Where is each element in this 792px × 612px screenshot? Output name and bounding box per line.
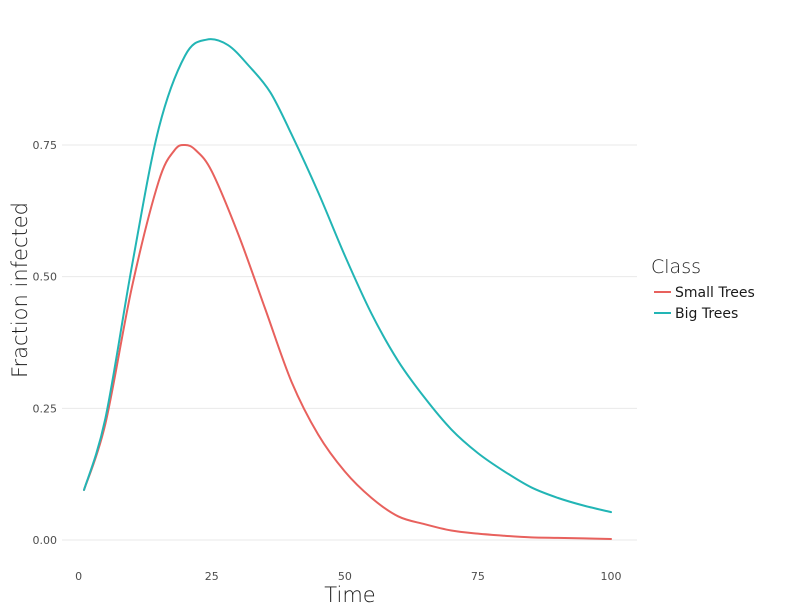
legend: Class Small Trees Big Trees (651, 256, 755, 322)
y-axis-title: Fraction infected (8, 202, 32, 378)
x-tick-label: 75 (471, 570, 485, 583)
legend-label-big-trees: Big Trees (675, 306, 738, 322)
series-lines (83, 38, 612, 540)
x-tick-label: 0 (75, 570, 82, 583)
y-tick-label: 0.00 (33, 534, 58, 547)
series-line-small-trees (83, 143, 612, 540)
x-tick-label: 25 (205, 570, 219, 583)
legend-label-small-trees: Small Trees (675, 285, 755, 301)
y-tick-label: 0.50 (33, 271, 58, 284)
y-axis-ticks: 0.00 0.25 0.50 0.75 (33, 139, 58, 547)
x-tick-label: 100 (601, 570, 622, 583)
legend-title: Class (651, 256, 701, 278)
x-axis-ticks: 0 25 50 75 100 (75, 570, 621, 583)
x-tick-label: 50 (338, 570, 352, 583)
legend-items: Small Trees Big Trees (654, 285, 755, 322)
y-tick-label: 0.75 (33, 139, 58, 152)
gridlines (62, 144, 637, 541)
y-tick-label: 0.25 (33, 402, 58, 415)
series-line-big-trees (83, 38, 612, 514)
x-axis-title: Time (324, 583, 375, 607)
